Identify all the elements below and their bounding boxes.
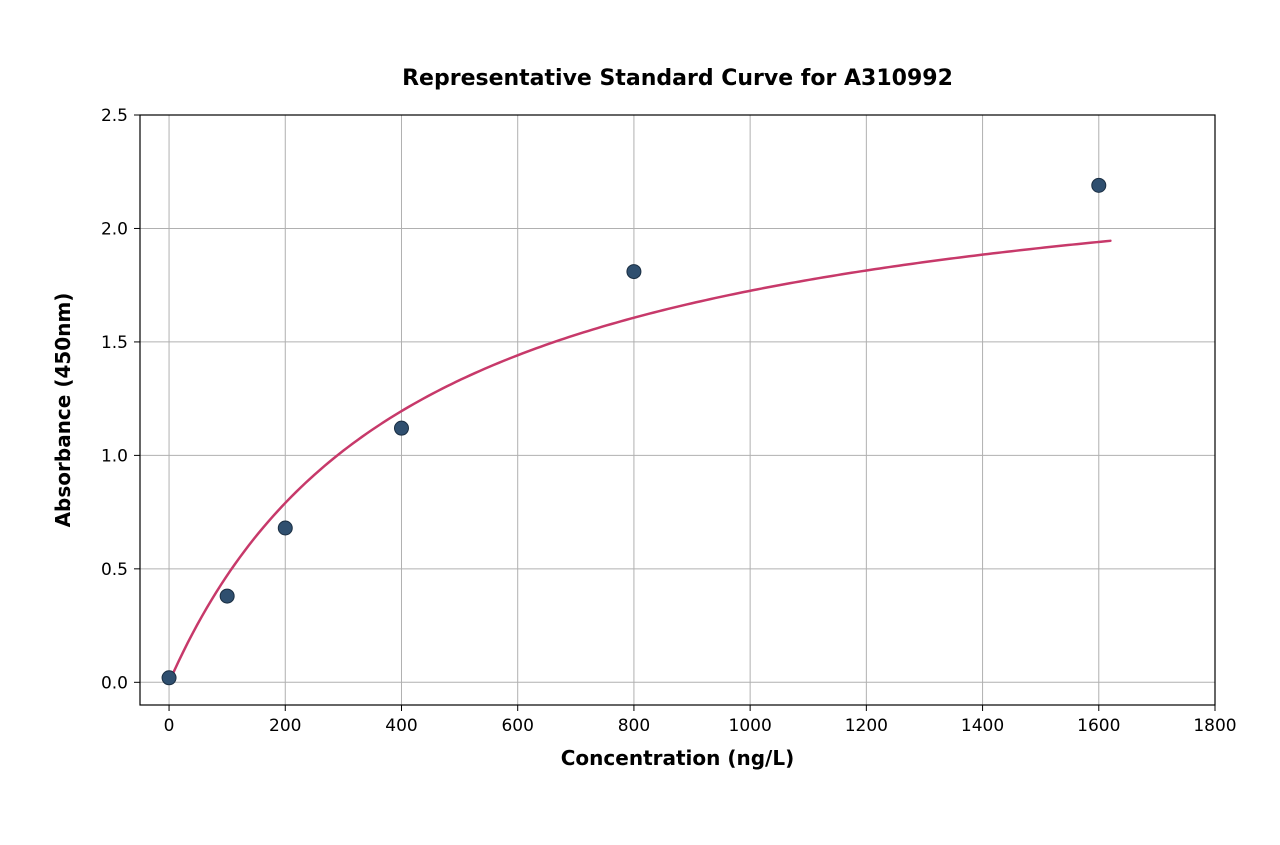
- data-point: [220, 589, 234, 603]
- x-tick-label: 1200: [845, 716, 888, 736]
- chart-container: 0 200 400 600 800 1000 1200 1400 1600 1800 0.0 0.5 1…: [0, 0, 1280, 845]
- data-point: [627, 265, 641, 279]
- y-tick-label: 0.0: [101, 673, 128, 693]
- y-tick-label: 1.0: [101, 446, 128, 466]
- x-tick-label: 400: [385, 716, 417, 736]
- y-axis-label: Absorbance (450nm): [51, 293, 75, 528]
- data-point: [1092, 178, 1106, 192]
- y-tick-label: 1.5: [101, 333, 128, 353]
- y-tick-label: 2.0: [101, 219, 128, 239]
- data-point: [162, 671, 176, 685]
- data-point: [394, 421, 408, 435]
- data-point: [278, 521, 292, 535]
- x-tick-label: 200: [269, 716, 301, 736]
- y-tick-label: 0.5: [101, 560, 128, 580]
- chart-svg: 0 200 400 600 800 1000 1200 1400 1600 1800 0.0 0.5 1…: [0, 0, 1280, 845]
- x-tick-label: 1400: [961, 716, 1004, 736]
- x-tick-label: 1600: [1077, 716, 1120, 736]
- x-tick-label: 0: [164, 716, 175, 736]
- x-axis-label: Concentration (ng/L): [561, 746, 794, 770]
- x-tick-label: 1800: [1193, 716, 1236, 736]
- chart-title: Representative Standard Curve for A31099…: [402, 66, 953, 91]
- x-tick-label: 1000: [729, 716, 772, 736]
- y-tick-label: 2.5: [101, 106, 128, 126]
- x-tick-label: 600: [501, 716, 533, 736]
- x-tick-label: 800: [618, 716, 650, 736]
